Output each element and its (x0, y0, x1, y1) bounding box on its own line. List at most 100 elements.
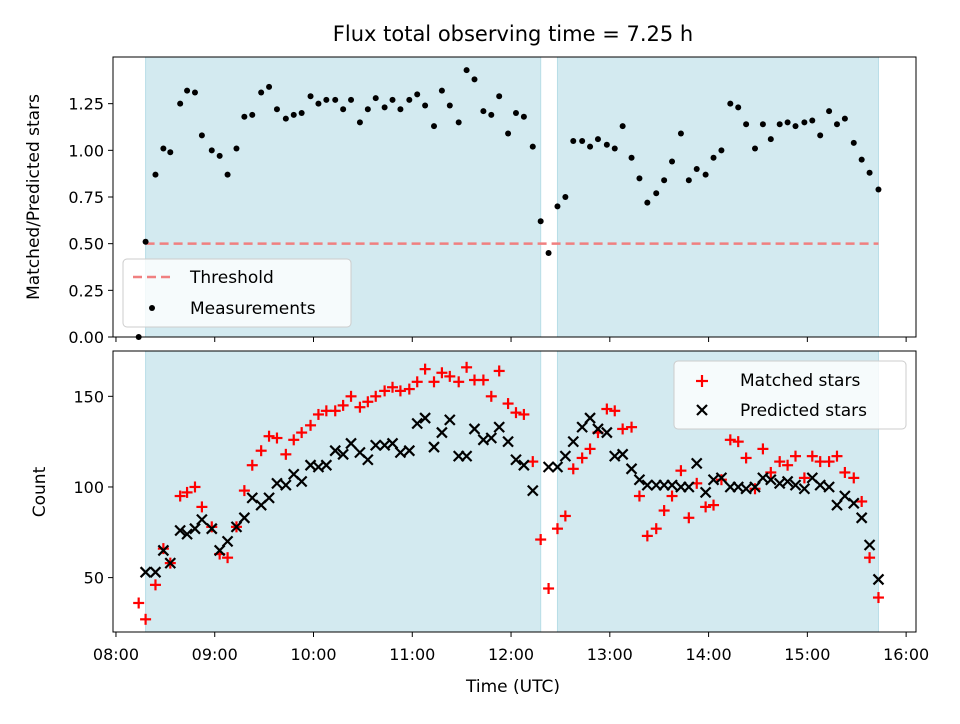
measurement-point (603, 141, 610, 148)
predicted-point (699, 486, 712, 499)
matched-point (280, 448, 292, 460)
measurement-point (759, 121, 766, 128)
measurement-point (364, 106, 371, 113)
predicted-point (510, 453, 522, 466)
count-legend-box (673, 360, 907, 430)
matched-point (626, 421, 638, 433)
measurement-point (792, 123, 799, 130)
measurement-point (537, 218, 544, 225)
measurement-point (455, 119, 462, 126)
ratio-y-tick-label: 0.00 (68, 328, 104, 347)
matched-point (271, 432, 283, 444)
predicted-point (271, 477, 283, 490)
ratio-legend: Threshold Measurements (122, 258, 352, 328)
predicted-point (823, 481, 835, 493)
measurement-point (397, 106, 404, 113)
count-y-tick-label: 50 (84, 569, 104, 588)
measurement-point (628, 154, 635, 161)
measurement-point (669, 158, 676, 165)
matched-point (732, 436, 744, 448)
measurement-point (471, 76, 478, 83)
measurement-point (752, 145, 759, 152)
predicted-point (601, 426, 613, 439)
matched-point (149, 579, 161, 591)
predicted-point (798, 483, 811, 495)
measurement-point (463, 67, 470, 74)
matched-point (329, 405, 341, 417)
measurement-point (817, 132, 824, 139)
predicted-point (641, 479, 654, 491)
measurement-point (545, 250, 552, 256)
measurement-point (446, 102, 453, 109)
matched-point (666, 490, 678, 502)
matched-point (806, 450, 818, 462)
ratio-y-tick-label: 1.00 (68, 141, 104, 160)
measurement-point (422, 102, 429, 109)
matched-point (394, 385, 406, 397)
threshold-legend-label: Threshold (189, 268, 274, 288)
x-tick-label: 08:00 (93, 645, 139, 664)
measurement-point (875, 186, 882, 193)
matched-point (872, 592, 884, 604)
predicted-point (230, 521, 243, 533)
chart-title: Flux total observing time = 7.25 h (333, 22, 693, 46)
x-tick-label: 14:00 (686, 645, 732, 664)
measurement-point (431, 123, 438, 130)
predicted-point (526, 484, 539, 497)
matched-point (206, 521, 218, 533)
matched-point (502, 398, 514, 410)
measurement-point (233, 145, 240, 152)
predicted-point (246, 492, 259, 504)
measurement-point (644, 199, 651, 206)
measurement-point (191, 89, 198, 96)
measurement-point (389, 96, 396, 103)
x-tick-label: 12:00 (488, 645, 534, 664)
predicted-point (221, 535, 234, 548)
measurement-point (661, 177, 668, 184)
matched-point (189, 481, 201, 493)
matched-point (658, 505, 670, 517)
x-tick-label: 15:00 (784, 645, 830, 664)
predicted-point (855, 512, 868, 524)
count-y-tick-label: 100 (73, 478, 104, 497)
matched-point (757, 443, 769, 455)
matched-point (485, 390, 497, 402)
predicted-point (789, 479, 802, 491)
measurement-point (198, 132, 205, 139)
matched-point (782, 459, 794, 471)
measurement-point (241, 113, 248, 120)
matched-point (823, 456, 835, 468)
predicted-point (542, 461, 555, 473)
count-y-axis-label: Count (30, 466, 50, 517)
measurement-point (529, 143, 536, 150)
matched-point (708, 499, 720, 511)
matched-point (617, 423, 629, 435)
measurement-point (167, 149, 174, 156)
matched-point (683, 512, 695, 524)
matched-legend-label: Matched stars (740, 371, 860, 391)
predicted-point (518, 459, 530, 471)
measurement-point (406, 96, 413, 103)
predicted-point (493, 421, 505, 433)
predicted-point (196, 513, 208, 526)
measurement-point (258, 89, 265, 96)
measurement-point (356, 119, 363, 126)
matched-point (436, 367, 448, 379)
measurement-point (414, 91, 421, 98)
matched-legend-swatch (696, 375, 708, 387)
predicted-point (460, 450, 473, 462)
measurement-point (727, 100, 734, 107)
predicted-point (863, 539, 876, 551)
matched-point (724, 434, 736, 446)
measurement-point (505, 130, 512, 137)
measurement-point (767, 136, 774, 143)
measurement-point (850, 139, 857, 146)
ratio-observing-window (556, 56, 879, 338)
matched-point (675, 465, 687, 477)
matched-point (140, 613, 152, 625)
measurement-point (776, 121, 783, 128)
measurement-point (496, 93, 503, 100)
ratio-y-tick-label: 0.50 (68, 235, 104, 254)
